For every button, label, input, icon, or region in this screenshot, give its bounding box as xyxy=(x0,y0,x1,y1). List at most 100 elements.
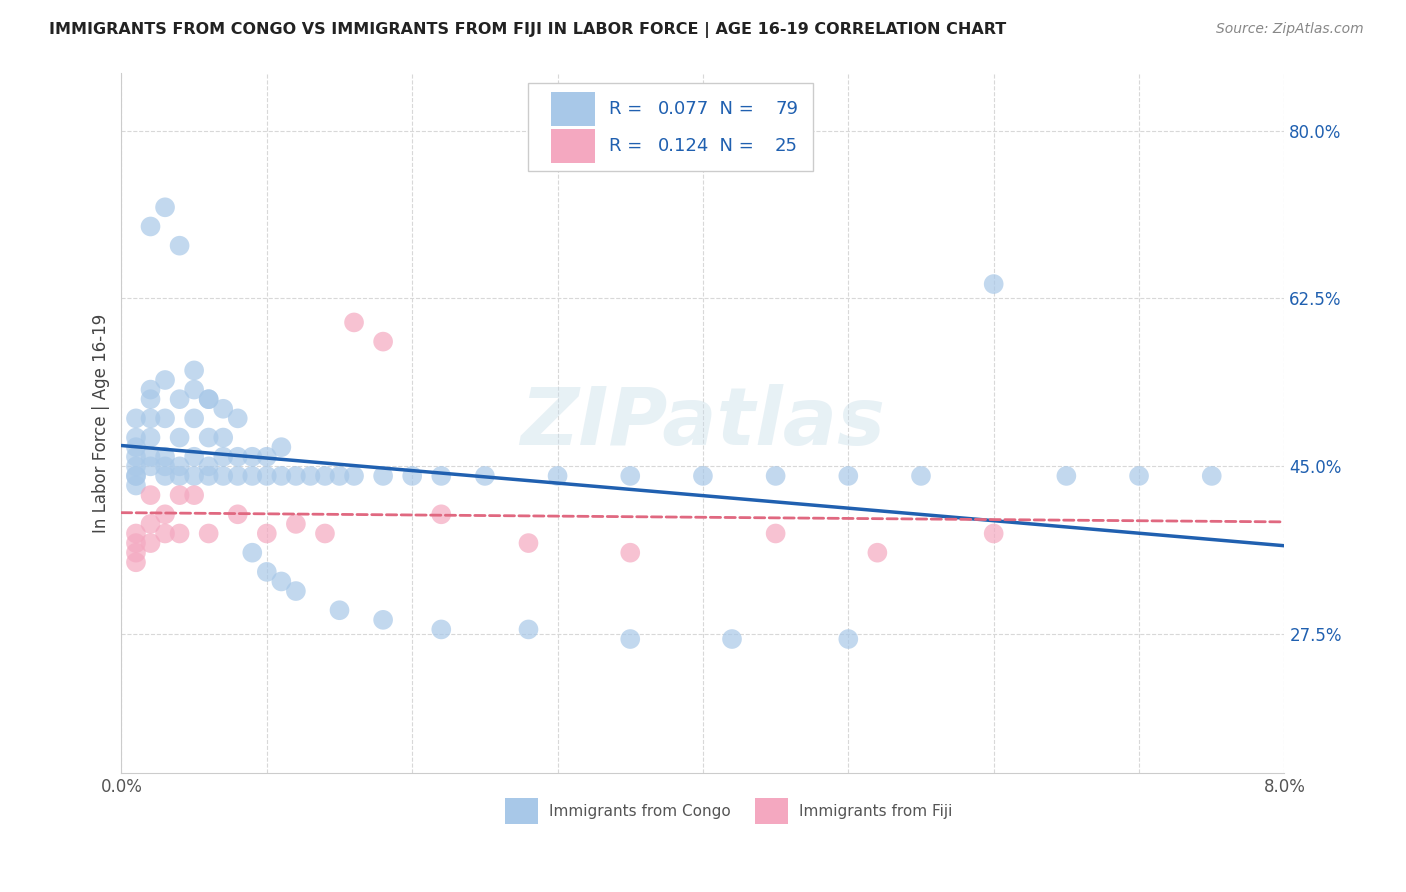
Point xyxy=(125,469,148,483)
Point xyxy=(125,450,148,464)
Text: Immigrants from Congo: Immigrants from Congo xyxy=(550,805,731,820)
Text: N =: N = xyxy=(707,100,759,118)
Point xyxy=(866,546,889,560)
Point xyxy=(125,555,148,569)
Point xyxy=(153,526,176,541)
Point xyxy=(125,526,148,541)
Point xyxy=(1054,469,1077,483)
Text: 79: 79 xyxy=(775,100,799,118)
Point xyxy=(1128,469,1150,483)
Bar xyxy=(755,797,787,824)
Point xyxy=(139,392,162,407)
Point xyxy=(270,469,292,483)
Point xyxy=(153,450,176,464)
FancyBboxPatch shape xyxy=(529,84,814,171)
Point xyxy=(169,431,191,445)
Point xyxy=(197,469,219,483)
Point xyxy=(284,469,307,483)
Point xyxy=(328,469,350,483)
Text: ZIPatlas: ZIPatlas xyxy=(520,384,886,462)
Text: 0.077: 0.077 xyxy=(658,100,709,118)
Point xyxy=(256,469,278,483)
Point xyxy=(153,508,176,522)
Point xyxy=(256,526,278,541)
Bar xyxy=(551,92,595,126)
Point xyxy=(328,603,350,617)
Point xyxy=(474,469,496,483)
Text: 25: 25 xyxy=(775,136,799,155)
Point xyxy=(153,469,176,483)
Point xyxy=(299,469,322,483)
Point xyxy=(343,469,366,483)
Point xyxy=(169,526,191,541)
Bar xyxy=(551,129,595,162)
Point xyxy=(125,469,148,483)
Point xyxy=(721,632,744,646)
Point xyxy=(125,411,148,425)
Point xyxy=(183,450,205,464)
Point xyxy=(183,469,205,483)
Text: R =: R = xyxy=(609,100,648,118)
Point xyxy=(765,526,787,541)
Point xyxy=(284,516,307,531)
Point xyxy=(212,401,235,416)
Text: R =: R = xyxy=(609,136,648,155)
Point xyxy=(183,363,205,377)
Point xyxy=(125,478,148,492)
Point xyxy=(270,574,292,589)
Point xyxy=(256,565,278,579)
Point xyxy=(139,411,162,425)
Point xyxy=(125,536,148,550)
Point xyxy=(430,623,453,637)
Point xyxy=(183,488,205,502)
Point xyxy=(139,488,162,502)
Point xyxy=(183,383,205,397)
Point xyxy=(517,536,540,550)
Point xyxy=(226,469,249,483)
Point xyxy=(169,392,191,407)
Point xyxy=(125,440,148,454)
Point xyxy=(169,488,191,502)
Text: Source: ZipAtlas.com: Source: ZipAtlas.com xyxy=(1216,22,1364,37)
Text: N =: N = xyxy=(707,136,759,155)
Point xyxy=(226,411,249,425)
Point xyxy=(139,450,162,464)
Point xyxy=(197,392,219,407)
Text: 0.124: 0.124 xyxy=(658,136,709,155)
Point xyxy=(197,431,219,445)
Point xyxy=(169,238,191,252)
Point xyxy=(430,469,453,483)
Point xyxy=(153,200,176,214)
Point xyxy=(284,584,307,599)
Point xyxy=(125,546,148,560)
Point xyxy=(139,516,162,531)
Point xyxy=(212,450,235,464)
Point xyxy=(983,526,1005,541)
Y-axis label: In Labor Force | Age 16-19: In Labor Force | Age 16-19 xyxy=(93,313,110,533)
Point xyxy=(183,411,205,425)
Point xyxy=(153,459,176,474)
Point xyxy=(270,440,292,454)
Point xyxy=(430,508,453,522)
Point xyxy=(371,613,394,627)
Point xyxy=(619,632,641,646)
Point xyxy=(197,392,219,407)
Point xyxy=(314,469,336,483)
Point xyxy=(910,469,932,483)
Point xyxy=(343,315,366,329)
Point xyxy=(153,411,176,425)
Point xyxy=(1201,469,1223,483)
Point xyxy=(125,431,148,445)
Point xyxy=(139,219,162,234)
Point xyxy=(256,450,278,464)
Point xyxy=(517,623,540,637)
Point xyxy=(226,508,249,522)
Point xyxy=(197,526,219,541)
Point xyxy=(314,526,336,541)
Point xyxy=(139,383,162,397)
Point xyxy=(619,469,641,483)
Point xyxy=(401,469,423,483)
Point xyxy=(226,450,249,464)
Text: IMMIGRANTS FROM CONGO VS IMMIGRANTS FROM FIJI IN LABOR FORCE | AGE 16-19 CORRELA: IMMIGRANTS FROM CONGO VS IMMIGRANTS FROM… xyxy=(49,22,1007,38)
Point xyxy=(371,334,394,349)
